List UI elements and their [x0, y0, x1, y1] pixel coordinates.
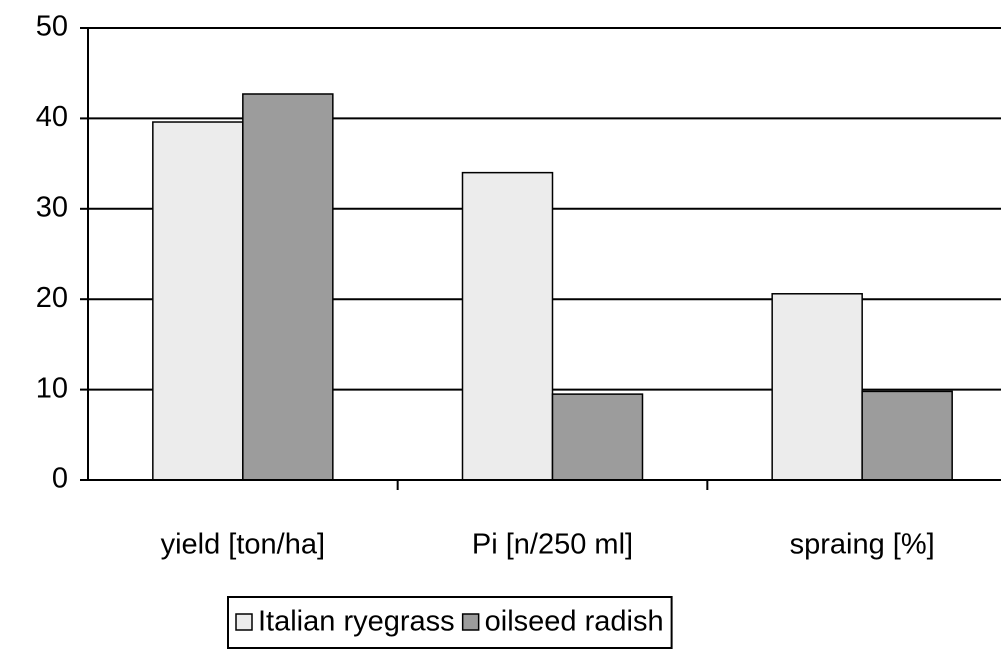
- bar: [461, 171, 554, 481]
- bar: [551, 393, 644, 481]
- y-tick-label: 40: [36, 101, 68, 133]
- legend: Italian ryegrass oilseed radish: [227, 596, 673, 649]
- y-tick-label: 10: [36, 372, 68, 404]
- legend-label: oilseed radish: [485, 606, 664, 638]
- x-tick-label: spraing [%]: [790, 529, 935, 561]
- y-tick-label: 30: [36, 191, 68, 223]
- y-tick-label: 0: [52, 463, 68, 495]
- legend-box: [227, 596, 673, 649]
- legend-swatch: [235, 613, 253, 631]
- x-tick-label: yield [ton/ha]: [161, 529, 325, 561]
- y-tick-label: 50: [36, 11, 68, 43]
- y-tick-label: 20: [36, 282, 68, 314]
- legend-swatch: [461, 613, 480, 631]
- x-tick-label: Pi [n/250 ml]: [472, 529, 633, 561]
- bar: [242, 93, 334, 481]
- bar: [152, 121, 244, 481]
- bar: [771, 293, 863, 481]
- bar: [861, 390, 953, 481]
- legend-label: Italian ryegrass: [258, 606, 455, 638]
